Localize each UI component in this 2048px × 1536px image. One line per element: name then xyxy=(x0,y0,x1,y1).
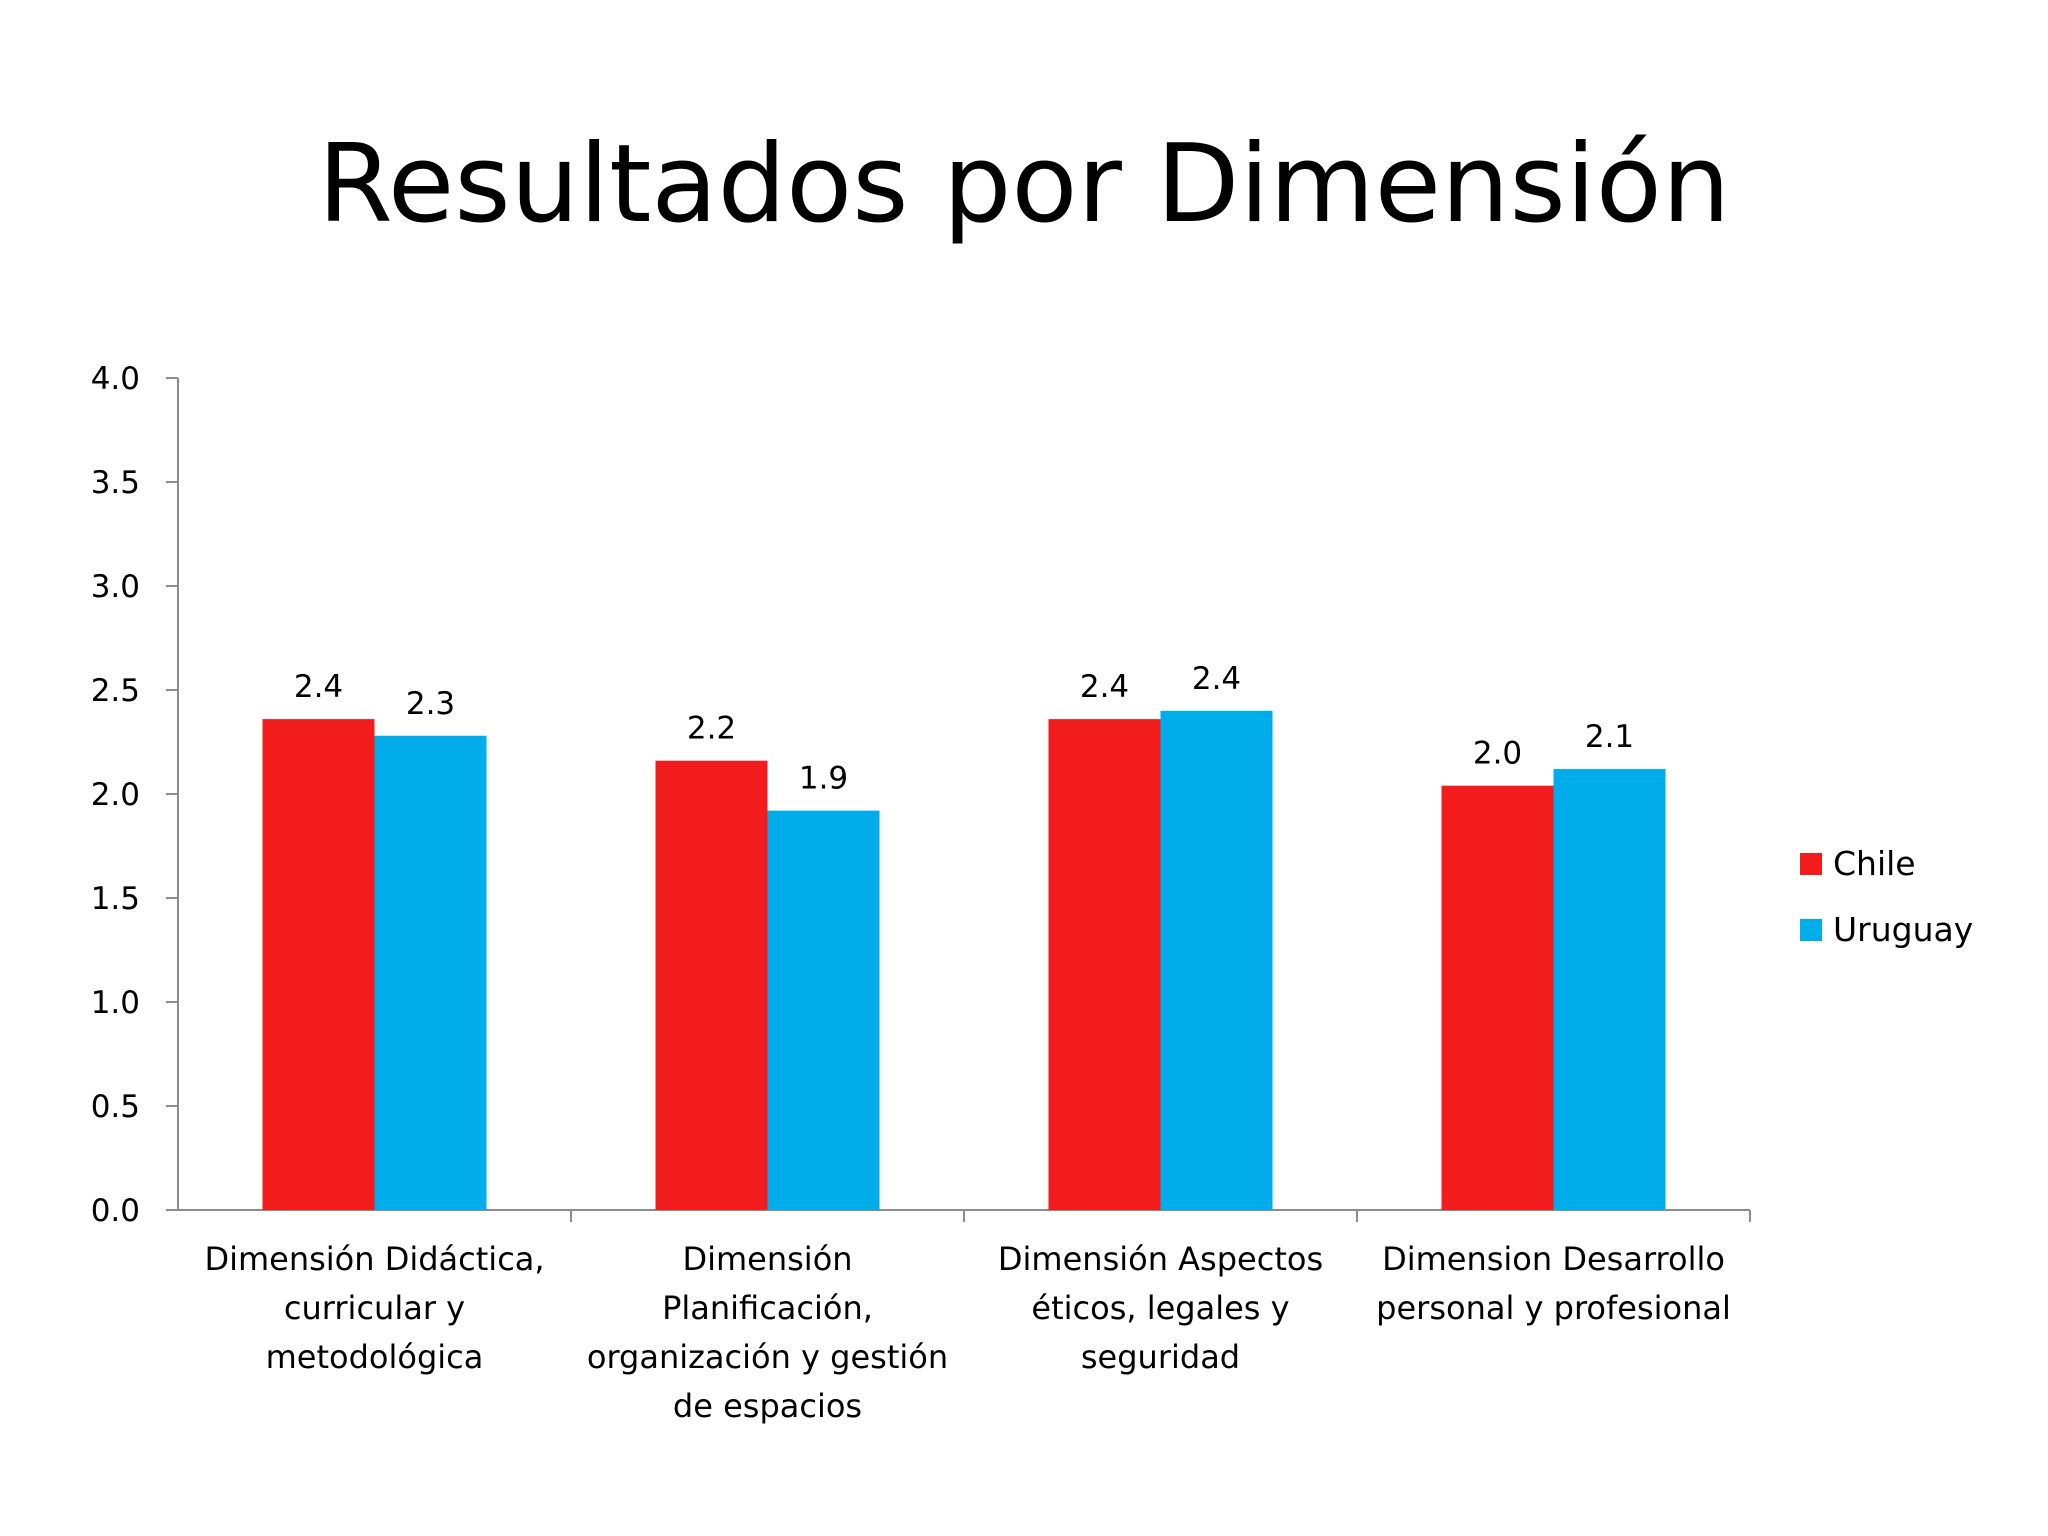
data-label-uruguay: 2.3 xyxy=(406,686,455,722)
y-tick-label: 3.0 xyxy=(91,569,140,605)
data-label-chile: 2.0 xyxy=(1473,736,1522,772)
data-label-chile: 2.2 xyxy=(687,711,736,747)
bar-uruguay xyxy=(374,735,487,1210)
y-tick-label: 2.0 xyxy=(91,777,140,813)
legend-swatch-chile xyxy=(1800,853,1822,875)
data-labels: 2.4 2.2 2.4 2.0 2.3 1.9 2.4 2.1 xyxy=(294,661,1634,797)
legend-swatch-uruguay xyxy=(1800,919,1822,941)
bar-chile xyxy=(1441,785,1554,1210)
x-axis xyxy=(166,1209,1751,1222)
bar-chile xyxy=(655,760,768,1210)
y-tick-label: 0.5 xyxy=(91,1089,140,1125)
legend-label-uruguay: Uruguay xyxy=(1833,910,1973,949)
y-tick-label: 3.5 xyxy=(91,465,140,501)
page-title: Resultados por Dimensión xyxy=(317,122,1731,247)
data-label-uruguay: 2.1 xyxy=(1585,719,1634,755)
category-labels: Dimensión Didáctica, curricular y metodoló… xyxy=(204,1240,1730,1425)
y-tick-label: 2.5 xyxy=(91,673,140,709)
category-label: Dimension Desarrollo personal y profesion… xyxy=(1376,1240,1731,1327)
y-tick-label: 4.0 xyxy=(91,361,140,397)
data-label-chile: 2.4 xyxy=(294,669,343,705)
bar-uruguay xyxy=(1160,710,1273,1210)
category-label: Dimensión Didáctica, curricular y metodoló… xyxy=(204,1240,544,1376)
legend-label-chile: Chile xyxy=(1833,844,1916,883)
legend: Chile Uruguay xyxy=(1800,844,1973,949)
y-tick-label: 0.0 xyxy=(91,1193,140,1229)
data-label-uruguay: 1.9 xyxy=(799,761,848,797)
bar-chile xyxy=(1048,719,1161,1210)
bar-chile xyxy=(262,719,375,1210)
y-tick-label: 1.5 xyxy=(91,881,140,917)
y-axis: 0.0 0.5 1.0 1.5 2.0 2.5 3.0 3.5 4.0 xyxy=(91,361,179,1229)
data-label-uruguay: 2.4 xyxy=(1192,661,1241,697)
y-tick-label: 1.0 xyxy=(91,985,140,1021)
data-label-chile: 2.4 xyxy=(1080,669,1129,705)
category-label: Dimensión Planificación, organización y ge… xyxy=(587,1240,948,1425)
category-label: Dimensión Aspectos éticos, legales y segur… xyxy=(998,1240,1323,1376)
bar-uruguay xyxy=(767,810,880,1210)
bar-uruguay xyxy=(1553,769,1666,1210)
bars xyxy=(262,710,1666,1210)
